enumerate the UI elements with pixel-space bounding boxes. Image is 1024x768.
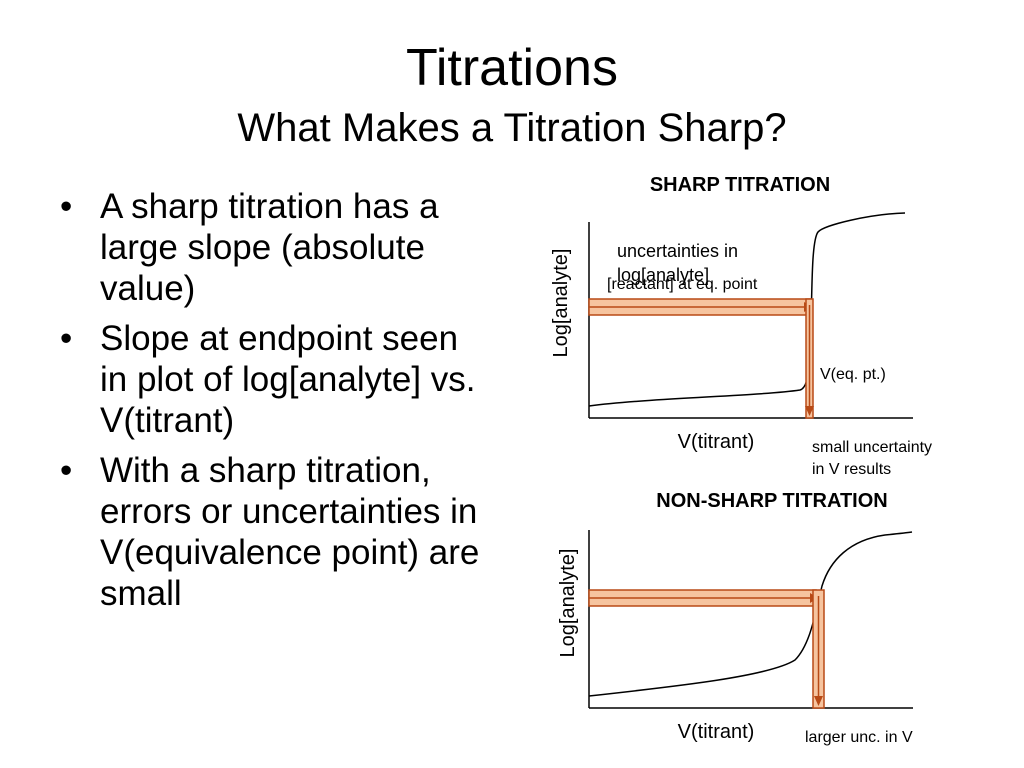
bullet-item: • Slope at endpoint seen in plot of log[a… <box>55 318 495 441</box>
nonsharp-vband-arrowhead <box>814 696 823 706</box>
bullet-item: • With a sharp titration, errors or uncer… <box>55 450 495 614</box>
bullet-item: • A sharp titration has a large slope (ab… <box>55 186 495 309</box>
sharp-vband-arrowhead <box>805 406 814 416</box>
sharp-small-unc-note-line1: small uncertainty <box>812 439 932 456</box>
bullet-marker: • <box>60 319 73 358</box>
sharp-uncertainty-note-line2: log[analyte] <box>617 265 709 285</box>
nonsharp-larger-unc-note: larger unc. in V <box>805 729 913 746</box>
bullet-text: Slope at endpoint seen in plot of log[an… <box>100 319 476 440</box>
bullet-text: With a sharp titration, errors or uncert… <box>100 451 480 613</box>
sharp-small-unc-note-line2: in V results <box>812 461 891 478</box>
sharp-uncertainty-note-line1: uncertainties in <box>617 241 738 261</box>
bullet-marker: • <box>60 451 73 490</box>
bullet-text: A sharp titration has a large slope (abs… <box>100 187 439 308</box>
sharp-reactant-note: [reactant] at eq. point <box>607 276 758 293</box>
nonsharp-plot-heading: NON-SHARP TITRATION <box>656 490 887 512</box>
sharp-titration-plot: SHARP TITRATION Log[analyte] V(titrant) … <box>550 174 932 478</box>
nonsharp-y-axis-label: Log[analyte] <box>557 549 579 658</box>
nonsharp-x-axis-label: V(titrant) <box>678 721 755 743</box>
slide-subtitle: What Makes a Titration Sharp? <box>237 106 787 150</box>
sharp-y-axis-label: Log[analyte] <box>550 249 572 358</box>
nonsharp-titration-curve <box>588 531 913 697</box>
sharp-x-axis-label: V(titrant) <box>678 431 755 453</box>
sharp-veq-note: V(eq. pt.) <box>820 366 886 383</box>
bullet-marker: • <box>60 187 73 226</box>
slide-title: Titrations <box>406 39 618 97</box>
nonsharp-titration-plot: NON-SHARP TITRATION Log[analyte] V(titra… <box>557 490 913 746</box>
sharp-plot-heading: SHARP TITRATION <box>650 174 830 196</box>
bullet-list: • A sharp titration has a large slope (ab… <box>55 186 495 623</box>
